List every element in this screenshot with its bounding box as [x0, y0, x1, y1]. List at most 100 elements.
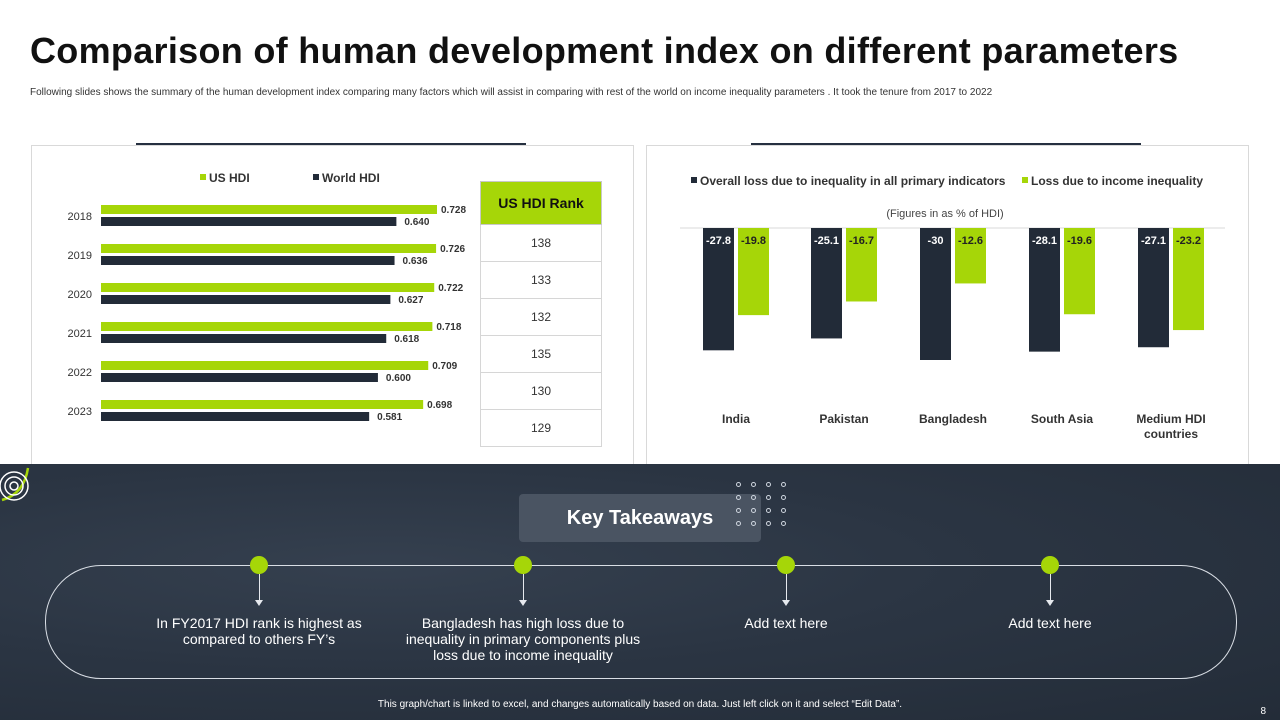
timeline-outline [45, 565, 1237, 679]
y-tick-label: 2022 [68, 367, 92, 379]
hdi-bar[interactable] [101, 373, 378, 382]
dot [766, 508, 771, 513]
rank-cell: 130 [480, 372, 602, 410]
swirl-logo-icon [0, 467, 30, 502]
hdi-bar[interactable] [101, 400, 424, 409]
x-tick-label: Bangladesh [919, 412, 987, 426]
data-label: 0.728 [441, 205, 466, 216]
chart-subtitle: (Figures in as % of HDI) [886, 208, 1003, 220]
timeline-node-1 [250, 556, 268, 574]
hdi-bar[interactable] [101, 361, 429, 370]
takeaway-text-1[interactable]: In FY2017 HDI rank is highest as compare… [156, 615, 362, 647]
data-label: 0.709 [432, 361, 457, 372]
timeline-node-3 [777, 556, 795, 574]
rank-cell: 132 [480, 298, 602, 336]
inequality-bar[interactable] [703, 228, 734, 351]
y-tick-label: 2019 [68, 250, 92, 262]
dot-grid-decoration [736, 482, 788, 530]
dot [781, 495, 786, 500]
dot [736, 482, 741, 487]
us-hdi-rank-table[interactable]: US HDI Rank 138 133 132 135 130 129 [480, 181, 602, 447]
hdi-bar[interactable] [101, 217, 397, 226]
dot [766, 521, 771, 526]
key-takeaways-heading: Key Takeaways [519, 494, 761, 542]
x-tick-label: India [722, 412, 750, 426]
inequality-bar[interactable] [738, 228, 769, 316]
rank-cell: 138 [480, 224, 602, 262]
arrow-down-icon [519, 574, 527, 606]
data-label: -28.1 [1032, 235, 1057, 247]
hdi-bar[interactable] [101, 256, 395, 265]
takeaway-text-2[interactable]: Bangladesh has high loss due to inequali… [405, 615, 641, 663]
dot [781, 482, 786, 487]
y-tick-label: 2021 [68, 328, 92, 340]
legend-swatch [691, 177, 697, 183]
hdi-bar[interactable] [101, 412, 370, 421]
dot [751, 495, 756, 500]
data-label: -19.6 [1067, 235, 1092, 247]
hdi-bar[interactable] [101, 283, 435, 292]
takeaway-text-3[interactable]: Add text here [744, 615, 828, 631]
y-tick-label: 2018 [68, 211, 92, 223]
inequality-bar[interactable] [1064, 228, 1095, 315]
data-label: -27.8 [706, 235, 731, 247]
data-label: -23.2 [1176, 235, 1201, 247]
dot [766, 482, 771, 487]
rank-cell: 135 [480, 335, 602, 373]
hdi-bar[interactable] [101, 334, 387, 343]
data-label: 0.722 [438, 283, 463, 294]
data-label: -19.8 [741, 235, 766, 247]
dot [751, 508, 756, 513]
legend-label: US HDI [209, 171, 250, 185]
data-label: 0.718 [436, 322, 461, 333]
slide-subtitle: Following slides shows the summary of th… [30, 87, 993, 98]
slide-title: Comparison of human development index on… [30, 30, 1179, 71]
data-label: 0.726 [440, 244, 465, 255]
inequality-bar[interactable] [1029, 228, 1060, 352]
rank-cell: 129 [480, 409, 602, 447]
x-tick-label: South Asia [1031, 412, 1094, 426]
dot [736, 495, 741, 500]
data-label: -25.1 [814, 235, 839, 247]
inequality-bar[interactable] [846, 228, 877, 302]
hdi-bar[interactable] [101, 244, 437, 253]
arrow-down-icon [782, 574, 790, 606]
hdi-bar[interactable] [101, 322, 433, 331]
legend-label: Overall loss due to inequality in all pr… [700, 174, 1006, 188]
x-tick-label: countries [1144, 427, 1198, 441]
inequality-bar[interactable] [1173, 228, 1204, 331]
dot [736, 508, 741, 513]
legend-swatch [1022, 177, 1028, 183]
dot [736, 521, 741, 526]
timeline-node-2 [514, 556, 532, 574]
inequality-bar[interactable] [920, 228, 951, 360]
dot [766, 495, 771, 500]
dot [751, 482, 756, 487]
footnote: This graph/chart is linked to excel, and… [377, 699, 903, 710]
legend-label: World HDI [322, 171, 380, 185]
dot [751, 521, 756, 526]
data-label: 0.618 [394, 334, 419, 345]
inequality-bar[interactable] [811, 228, 842, 339]
y-tick-label: 2023 [68, 406, 92, 418]
rank-table-header: US HDI Rank [480, 181, 602, 225]
dot [781, 521, 786, 526]
data-label: -30 [928, 235, 944, 247]
legend-swatch [313, 174, 319, 180]
data-label: 0.698 [427, 400, 452, 411]
inequality-bar[interactable] [1138, 228, 1169, 348]
x-tick-label: Medium HDI [1136, 412, 1205, 426]
arrow-down-icon [255, 574, 263, 606]
dot [781, 508, 786, 513]
takeaway-text-4[interactable]: Add text here [1008, 615, 1092, 631]
legend-swatch [200, 174, 206, 180]
hdi-bar[interactable] [101, 205, 437, 214]
x-tick-label: Pakistan [819, 412, 868, 426]
y-tick-label: 2020 [68, 289, 92, 301]
inequality-bar[interactable] [955, 228, 986, 284]
data-label: -12.6 [958, 235, 983, 247]
rank-cell: 133 [480, 261, 602, 299]
hdi-bar[interactable] [101, 295, 391, 304]
